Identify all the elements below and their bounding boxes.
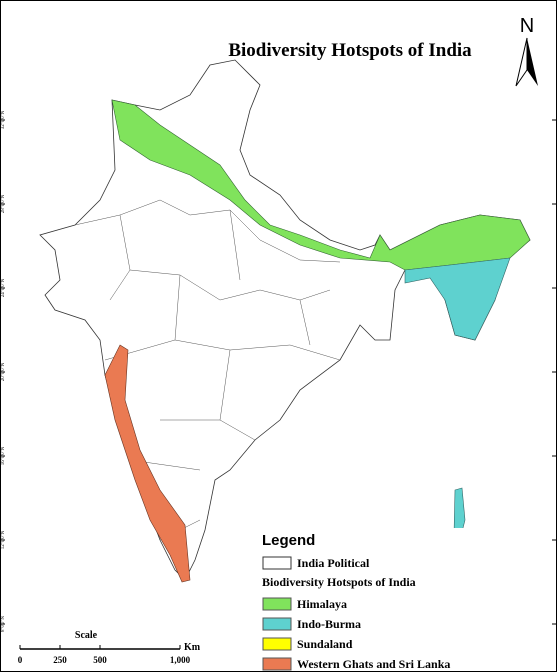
legend-swatch (262, 637, 292, 651)
north-arrow-left (515, 37, 528, 87)
scale-title: Scale (75, 630, 98, 641)
north-arrow-right (527, 38, 538, 86)
north-label: N (520, 15, 534, 37)
map-title: Biodiversity Hotspots of India (228, 40, 472, 61)
legend-label: Himalaya (297, 597, 347, 611)
legend-label: India Political (297, 556, 370, 570)
legend-swatch (262, 657, 292, 671)
scale-tick-label: 250 (53, 655, 67, 665)
legend-label: Indo-Burma (297, 617, 361, 631)
legend-swatch (262, 556, 292, 570)
legend-title: Legend (262, 532, 315, 549)
legend-label: Western Ghats and Sri Lanka (297, 657, 450, 671)
western-ghats-region (104, 344, 191, 583)
graticule-label: 20°0'0"N (1, 362, 6, 381)
legend-swatch (262, 597, 292, 611)
scale-unit: Km (184, 642, 201, 653)
graticule-label: 24°0'0"N (1, 278, 6, 297)
graticule-label: 8°0'0"N (1, 616, 6, 632)
legend-swatch (262, 617, 292, 631)
scale-tick-label: 500 (93, 655, 107, 665)
indo-burma-region (404, 257, 511, 541)
graticule-label: 12°0'0"N (1, 530, 6, 549)
legend-subtitle: Biodiversity Hotspots of India (262, 575, 416, 589)
graticule-label: 32°0'0"N (1, 110, 6, 129)
legend-label: Sundaland (297, 637, 353, 651)
graticule-label: 16°0'0"N (1, 446, 6, 465)
himalaya-region (111, 99, 531, 271)
graticule-label: 28°0'0"N (1, 194, 6, 213)
scale-tick-label: 1,000 (170, 655, 191, 665)
scale-tick-label: 0 (18, 655, 23, 665)
legend-box (258, 528, 556, 671)
india-outline (39, 59, 531, 581)
